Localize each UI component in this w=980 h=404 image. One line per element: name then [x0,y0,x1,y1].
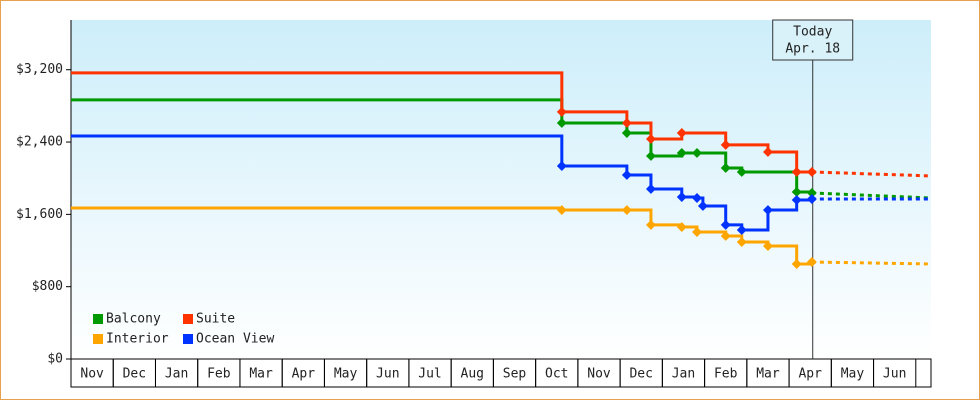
x-tick-label: Jul [418,367,441,382]
x-tick-label: May [334,367,358,382]
point-marker [720,231,731,241]
today-label: Apr. 18 [785,42,840,57]
point-marker [621,169,632,180]
point-marker [763,241,773,251]
point-marker [676,222,687,232]
x-tick-label: Dec [123,367,146,382]
point-marker [646,151,656,161]
forecast-line [811,191,932,200]
point-marker [676,128,687,138]
y-tick-label: $1,600 [16,207,63,222]
legend-label: Interior [106,332,169,347]
x-tick-label: Jan [672,367,695,382]
point-marker [646,184,656,194]
point-marker [791,195,802,205]
point-marker [720,219,731,230]
point-marker [736,237,747,247]
x-tick-label: Nov [587,367,611,382]
x-tick-label: Jun [376,367,399,382]
today-box [772,19,854,61]
y-tick-label: $0 [47,352,63,367]
y-tick-label: $3,200 [16,62,63,77]
x-tick-label: Sep [503,367,527,382]
point-marker [556,106,567,117]
point-marker [676,148,687,158]
point-marker [720,139,731,150]
forecast-line [811,170,932,178]
forecast-line [811,260,932,266]
x-tick-label: May [841,367,865,382]
point-marker [692,193,702,203]
x-tick-label: Jan [165,367,188,382]
x-tick-label: Mar [756,367,780,382]
x-tick-label: Mar [249,367,273,382]
today-label: Today [793,25,832,40]
x-tick-label: Feb [207,367,231,382]
x-tick-label: Dec [629,367,652,382]
point-marker [692,148,702,158]
x-axis-band [70,358,932,388]
point-marker [556,161,567,171]
point-marker [791,186,802,197]
x-tick-cell [873,358,917,388]
point-marker [621,118,632,128]
point-marker [720,163,731,173]
x-tick-label: Jun [883,367,906,382]
x-tick-label: Oct [545,367,568,382]
x-tick-label: Apr [798,367,822,382]
y-tick-label: $800 [32,279,63,294]
point-marker [763,205,773,215]
legend-label: Balcony [106,312,161,327]
point-marker [736,167,747,177]
point-marker [791,259,802,269]
point-marker [697,201,708,211]
point-marker [646,134,656,144]
x-tick-label: Nov [80,367,104,382]
legend-swatch [93,334,103,344]
legend-swatch [183,334,193,344]
y-tick-label: $2,400 [16,135,63,150]
point-marker [676,192,687,202]
point-marker [791,167,802,177]
point-marker [621,128,632,138]
legend-swatch [183,314,193,324]
point-marker [763,147,773,157]
x-tick-label: Apr [292,367,316,382]
x-tick-label: Feb [714,367,738,382]
point-marker [736,225,747,235]
x-tick-label: Aug [461,367,484,382]
legend-label: Suite [196,312,235,327]
point-marker [621,205,632,215]
plot-area [71,20,931,359]
legend-label: Ocean View [196,332,274,347]
legend-swatch [93,314,103,324]
point-marker [556,205,567,215]
point-marker [692,227,702,237]
point-marker [646,219,656,230]
point-marker [556,118,567,128]
